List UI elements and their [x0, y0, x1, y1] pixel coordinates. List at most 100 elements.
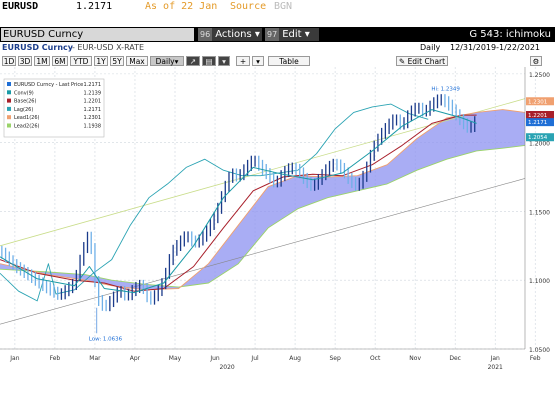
legend-swatch	[7, 82, 11, 86]
graph-title: G 543: ichimoku	[469, 29, 551, 40]
chart-series: Hi: 1.2349 Low: 1.0636	[0, 87, 526, 342]
legend-entry-name: Base(26)	[14, 99, 36, 105]
x-tick-label: Jan	[490, 355, 500, 362]
ichimoku-cloud	[0, 109, 525, 290]
command-bar: EURUSD Curncy 96 Actions ▾ 97 Edit ▾ G 543…	[0, 27, 555, 42]
right-value-label: 1.2301	[528, 99, 547, 105]
chart-title-bar: EURUSD Curncy - EUR-USD X-RATE Daily 12/…	[0, 43, 555, 54]
right-value-box	[526, 133, 554, 142]
right-value-box	[526, 97, 554, 106]
frequency-value: Daily	[155, 57, 175, 66]
chevron-down-icon: ▾	[256, 57, 260, 66]
range-5y-button[interactable]: 5Y	[110, 56, 124, 66]
low-annotation: Low: 1.0636	[89, 336, 123, 342]
edit-chart-label: Edit Chart	[407, 57, 446, 66]
actions-menu-button[interactable]: 96 Actions ▾	[198, 28, 262, 41]
line-style-dropdown[interactable]: ▾	[218, 56, 230, 66]
range-1m-button[interactable]: 1M	[34, 56, 50, 66]
legend-entry-value: 1.1938	[84, 124, 102, 130]
range-max-button[interactable]: Max	[126, 56, 148, 66]
legend-swatch	[7, 98, 11, 103]
security-input[interactable]: EURUSD Curncy	[1, 28, 194, 41]
range-3d-button[interactable]: 3D	[18, 56, 32, 66]
edit-hotkey: 97	[265, 28, 280, 41]
edit-menu-button[interactable]: 97 Edit ▾	[265, 28, 319, 41]
legend-entry-name: EURUSD Curncy - Last Price	[14, 82, 83, 88]
chevron-down-icon: ▾	[222, 57, 226, 66]
legend-box	[3, 78, 105, 138]
right-value-box	[526, 111, 554, 120]
y-tick-label: 1.1000	[529, 278, 550, 285]
year-label: 2020	[219, 364, 234, 371]
pencil-icon: ✎	[398, 57, 408, 66]
x-tick-label: Sep	[329, 355, 341, 362]
range-1y-button[interactable]: 1Y	[94, 56, 108, 66]
x-tick-label: Dec	[449, 355, 461, 362]
x-tick-label: Feb	[530, 355, 541, 362]
right-value-label: 1.2171	[528, 120, 547, 126]
legend-entry-name: Lag(26)	[14, 107, 33, 113]
crosshair-button[interactable]: +	[236, 56, 250, 66]
x-tick-label: Jun	[209, 355, 220, 362]
y-tick-label: 1.1500	[529, 209, 550, 216]
range-1d-button[interactable]: 1D	[2, 56, 16, 66]
range-6m-button[interactable]: 6M	[52, 56, 68, 66]
line-chart-icon: ↗	[189, 57, 197, 66]
high-annotation: Hi: 1.2349	[431, 87, 460, 93]
gear-icon: ⚙	[532, 57, 540, 66]
y-tick-label: 1.0500	[529, 347, 550, 354]
line-style-button[interactable]: ↗	[186, 56, 200, 66]
edit-chart-button[interactable]: ✎ Edit Chart	[396, 56, 448, 66]
date-range: 12/31/2019-1/22/2021	[450, 43, 541, 52]
x-tick-label: Jul	[250, 355, 259, 362]
legend-swatch	[7, 90, 11, 95]
edit-label: Edit	[282, 29, 302, 40]
tool-dropdown[interactable]: ▾	[252, 56, 264, 66]
legend-entry-name: Lead1(26)	[14, 115, 40, 121]
ticker-label: EURUSD	[2, 1, 39, 12]
legend-entry-name: Lead2(26)	[14, 124, 40, 130]
conv-line	[0, 109, 477, 294]
legend-entry-value: 1.2201	[84, 99, 102, 105]
lead2-line	[0, 144, 526, 288]
period-label: Daily	[420, 43, 441, 52]
legend-swatch	[7, 115, 11, 120]
x-tick-label: Aug	[289, 355, 301, 362]
table-button[interactable]: Table	[268, 56, 310, 66]
lag-line	[0, 103, 429, 302]
x-tick-label: May	[169, 355, 182, 362]
actions-label: Actions	[215, 29, 252, 40]
x-tick-label: Apr	[130, 355, 141, 362]
area-style-button[interactable]: ▤	[202, 56, 216, 66]
chevron-down-icon: ▾	[301, 29, 310, 40]
actions-hotkey: 96	[198, 28, 213, 41]
ichimoku-chart[interactable]: Hi: 1.2349 Low: 1.0636 1.2500 1.2000 1.1500…	[0, 67, 555, 400]
legend-entry-value: 1.2139	[84, 90, 102, 96]
legend-entry-value: 1.2171	[84, 82, 102, 88]
legend-entry-value: 1.2301	[84, 115, 102, 121]
x-tick-label: Feb	[50, 355, 61, 362]
x-tick-label: Jan	[9, 355, 19, 362]
y-tick-label: 1.2500	[529, 72, 550, 79]
security-name: EURUSD Curncy	[2, 43, 73, 52]
x-tick-label: Oct	[370, 355, 381, 362]
legend-swatch	[7, 106, 11, 111]
range-ytd-button[interactable]: YTD	[70, 56, 92, 66]
chevron-down-icon: ▾	[174, 57, 179, 66]
right-value-label: 1.2201	[528, 113, 547, 119]
area-chart-icon: ▤	[205, 57, 213, 66]
chart-axes: 1.2500 1.2000 1.1500 1.1000 1.0500 Jan Feb Mar A…	[0, 67, 554, 371]
legend-entry-value: 1.2171	[84, 107, 102, 113]
as-of-date: As of 22 Jan	[145, 1, 218, 12]
x-tick-label: Mar	[89, 355, 101, 362]
legend-entry-name: Conv(9)	[14, 90, 34, 96]
last-price: 1.2171	[76, 1, 113, 12]
settings-button[interactable]: ⚙	[530, 56, 542, 66]
chart-toolbar: 1D 3D 1M 6M YTD 1Y 5Y Max Daily▾ ↗ ▤ ▾ +…	[0, 56, 555, 67]
right-value-label: 1.2054	[528, 135, 548, 141]
security-subtitle: - EUR-USD X-RATE	[72, 43, 145, 52]
frequency-dropdown[interactable]: Daily▾	[150, 56, 184, 66]
top-quote-bar: EURUSD 1.2171 As of 22 Jan Source BGN	[0, 0, 555, 14]
chevron-down-icon: ▾	[251, 29, 260, 40]
